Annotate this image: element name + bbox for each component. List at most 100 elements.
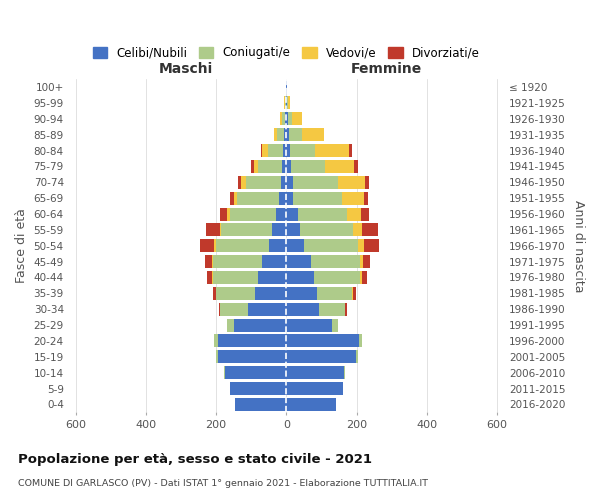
Bar: [288, 112, 292, 126]
Bar: [212, 271, 258, 284]
Bar: [260, 144, 262, 157]
Bar: [363, 255, 370, 268]
Bar: [230, 382, 286, 395]
Bar: [304, 239, 358, 252]
Bar: [254, 160, 257, 173]
Bar: [258, 271, 286, 284]
Bar: [233, 192, 237, 204]
Text: Popolazione per età, sesso e stato civile - 2021: Popolazione per età, sesso e stato civil…: [18, 452, 372, 466]
Bar: [362, 271, 367, 284]
Bar: [233, 318, 286, 332]
Bar: [281, 176, 286, 189]
Bar: [325, 160, 355, 173]
Bar: [286, 334, 359, 347]
Bar: [285, 96, 286, 110]
Text: Femmine: Femmine: [351, 62, 422, 76]
Bar: [248, 302, 286, 316]
Bar: [255, 287, 286, 300]
Bar: [314, 271, 360, 284]
Bar: [286, 144, 290, 157]
Bar: [355, 160, 358, 173]
Y-axis label: Anni di nascita: Anni di nascita: [572, 200, 585, 292]
Bar: [301, 224, 353, 236]
Bar: [241, 176, 245, 189]
Bar: [221, 224, 272, 236]
Bar: [279, 192, 286, 204]
Bar: [283, 144, 286, 157]
Bar: [237, 192, 279, 204]
Bar: [227, 318, 233, 332]
Bar: [356, 350, 358, 364]
Bar: [311, 255, 360, 268]
Bar: [274, 128, 277, 141]
Bar: [206, 224, 220, 236]
Bar: [277, 128, 284, 141]
Y-axis label: Fasce di età: Fasce di età: [15, 208, 28, 283]
Bar: [286, 112, 288, 126]
Bar: [360, 271, 362, 284]
Bar: [280, 112, 282, 126]
Bar: [361, 208, 370, 220]
Bar: [286, 224, 301, 236]
Bar: [286, 96, 287, 110]
Bar: [286, 302, 319, 316]
Bar: [284, 96, 285, 110]
Bar: [218, 334, 286, 347]
Bar: [353, 224, 362, 236]
Bar: [245, 176, 281, 189]
Legend: Celibi/Nubili, Coniugati/e, Vedovi/e, Divorziati/e: Celibi/Nubili, Coniugati/e, Vedovi/e, Di…: [88, 42, 485, 64]
Bar: [338, 176, 365, 189]
Bar: [216, 239, 269, 252]
Bar: [286, 255, 311, 268]
Bar: [293, 176, 338, 189]
Bar: [315, 144, 349, 157]
Bar: [268, 144, 283, 157]
Bar: [286, 382, 343, 395]
Bar: [230, 208, 276, 220]
Bar: [286, 239, 304, 252]
Bar: [214, 239, 216, 252]
Bar: [286, 160, 291, 173]
Bar: [345, 302, 347, 316]
Bar: [262, 144, 268, 157]
Bar: [286, 398, 336, 411]
Bar: [286, 128, 289, 141]
Bar: [352, 287, 353, 300]
Bar: [302, 128, 324, 141]
Bar: [358, 239, 364, 252]
Bar: [220, 302, 248, 316]
Bar: [319, 302, 345, 316]
Bar: [262, 255, 286, 268]
Bar: [225, 366, 286, 379]
Bar: [362, 224, 377, 236]
Bar: [251, 160, 254, 173]
Bar: [286, 287, 317, 300]
Text: Maschi: Maschi: [159, 62, 214, 76]
Bar: [332, 318, 338, 332]
Bar: [286, 366, 344, 379]
Bar: [212, 255, 262, 268]
Bar: [206, 271, 212, 284]
Bar: [224, 366, 225, 379]
Bar: [230, 192, 233, 204]
Bar: [287, 96, 288, 110]
Bar: [286, 350, 356, 364]
Bar: [235, 398, 286, 411]
Bar: [276, 208, 286, 220]
Bar: [257, 160, 282, 173]
Bar: [365, 176, 369, 189]
Bar: [290, 144, 315, 157]
Bar: [213, 287, 216, 300]
Bar: [285, 112, 286, 126]
Bar: [347, 208, 361, 220]
Bar: [282, 112, 285, 126]
Bar: [291, 160, 325, 173]
Bar: [216, 287, 255, 300]
Bar: [286, 176, 293, 189]
Bar: [286, 208, 298, 220]
Bar: [205, 255, 212, 268]
Bar: [286, 192, 293, 204]
Bar: [200, 239, 214, 252]
Bar: [220, 224, 221, 236]
Bar: [298, 208, 347, 220]
